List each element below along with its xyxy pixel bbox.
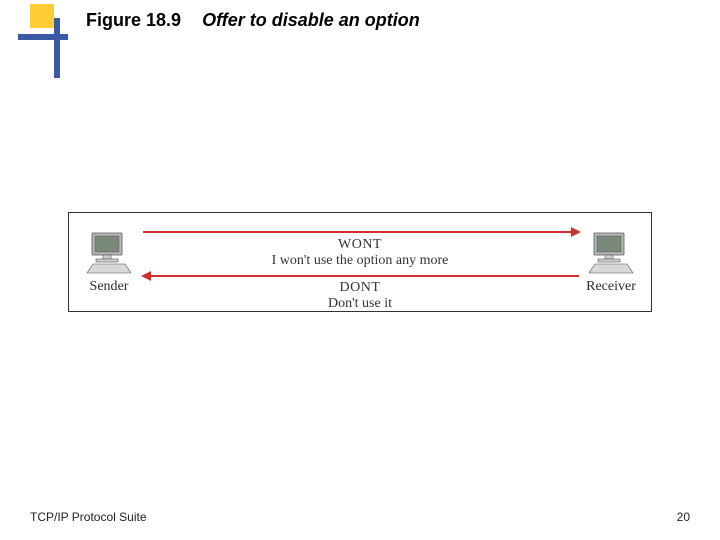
slide-title-bullet	[18, 0, 68, 90]
dont-description-label: Don't use it	[69, 296, 651, 312]
wont-description-label: I won't use the option any more	[69, 253, 651, 269]
dont-command-label: DONT	[69, 280, 651, 296]
wont-command-label: WONT	[69, 237, 651, 253]
arrow-dont	[143, 275, 579, 277]
footer-source: TCP/IP Protocol Suite	[30, 510, 147, 524]
footer-page-number: 20	[677, 510, 690, 524]
protocol-diagram-box: Sender Receiver WONT I won't use the opt…	[68, 212, 652, 312]
arrow-shaft	[143, 275, 579, 277]
bullet-blue-bar-horizontal	[18, 34, 68, 40]
bullet-yellow-square	[30, 4, 54, 28]
figure-caption: Offer to disable an option	[202, 10, 420, 30]
figure-number: Figure 18.9	[86, 10, 181, 30]
bullet-blue-bar-vertical	[54, 18, 60, 78]
slide-title: Figure 18.9 Offer to disable an option	[86, 10, 420, 31]
arrow-shaft	[143, 231, 579, 233]
arrow-wont	[143, 231, 579, 233]
arrow-head-right	[571, 227, 581, 237]
